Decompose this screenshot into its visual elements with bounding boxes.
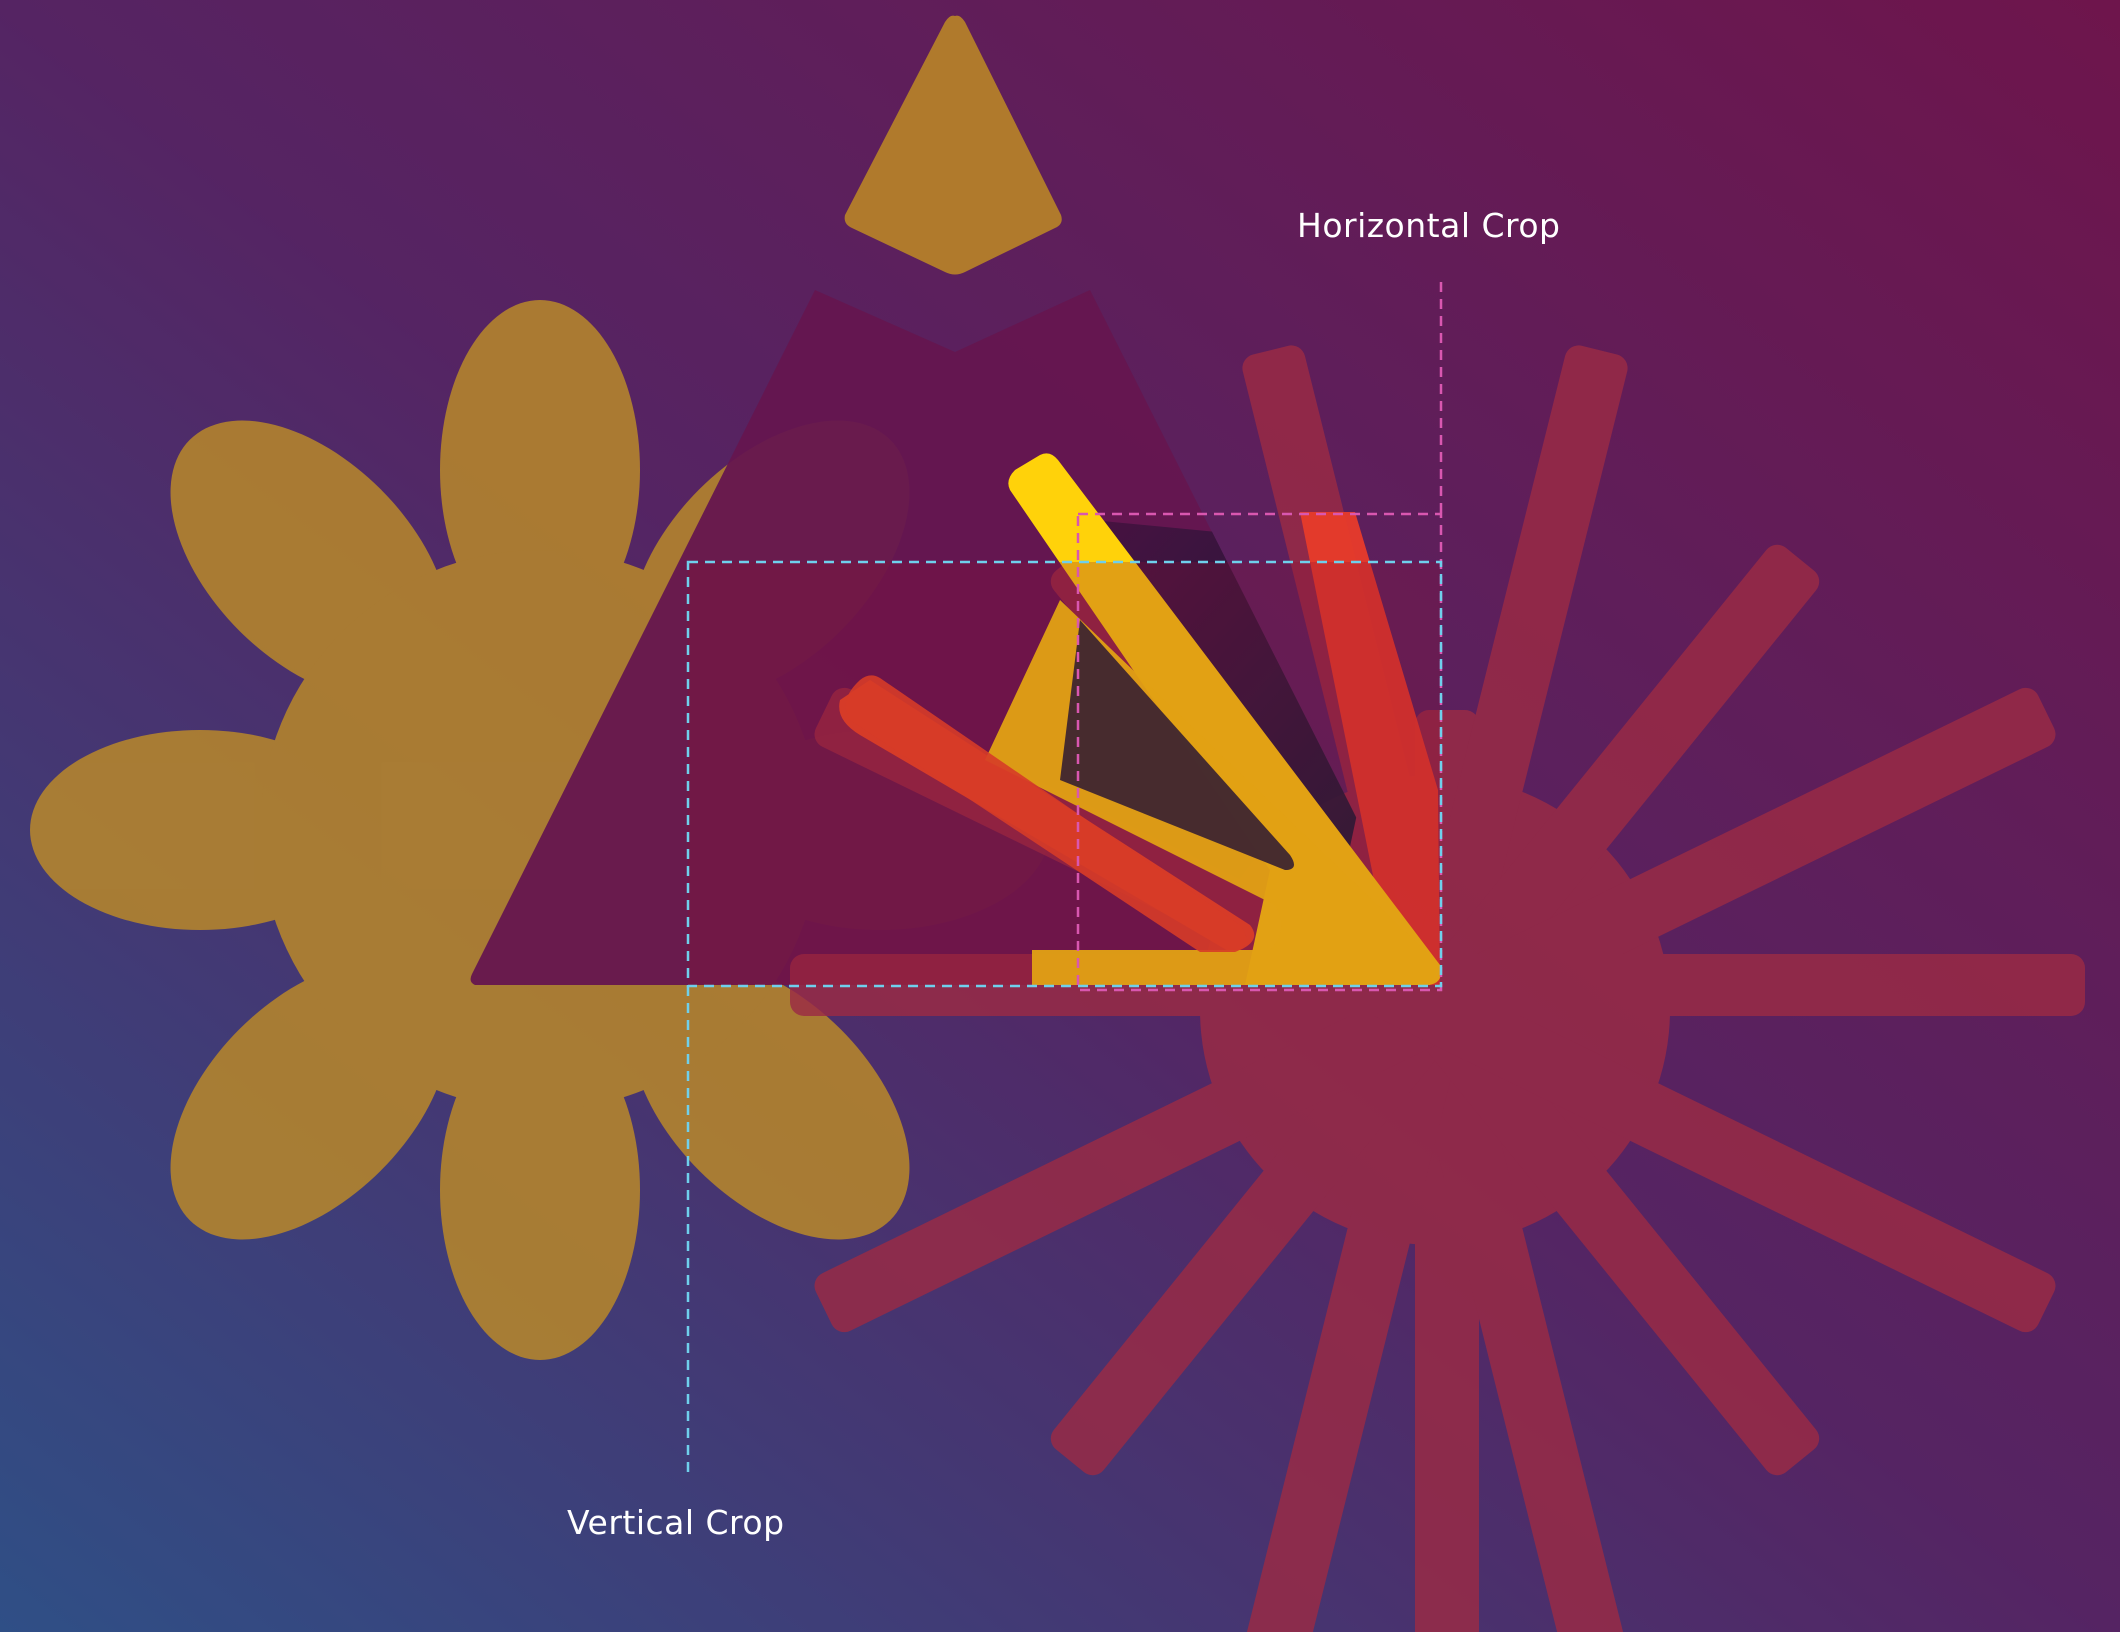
highlight-ray-shape <box>1300 512 1440 985</box>
crop-overlay <box>688 562 1440 985</box>
arrow-notch <box>1060 620 1294 870</box>
vertical-crop-label: Vertical Crop <box>567 1503 785 1542</box>
arrow-yellow-arm <box>1008 453 1441 985</box>
arrow-orange-inner <box>845 675 1247 952</box>
horizontal-crop-label: Horizontal Crop <box>1297 206 1561 245</box>
top-triangle-shape <box>844 15 1062 275</box>
vertical-crop-frame <box>686 560 1443 1472</box>
